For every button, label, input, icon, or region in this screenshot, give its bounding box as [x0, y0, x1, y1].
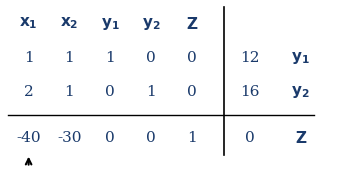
Text: 0: 0 — [105, 85, 115, 99]
Text: $\mathbf{y_2}$: $\mathbf{y_2}$ — [292, 84, 310, 100]
Text: 0: 0 — [105, 131, 115, 145]
Text: $\mathbf{x_2}$: $\mathbf{x_2}$ — [60, 16, 79, 31]
Text: 1: 1 — [24, 51, 34, 65]
Text: 1: 1 — [187, 131, 197, 145]
Text: 1: 1 — [64, 85, 74, 99]
Text: -30: -30 — [57, 131, 82, 145]
Text: 1: 1 — [146, 85, 156, 99]
Text: -40: -40 — [16, 131, 41, 145]
Text: $\mathbf{Z}$: $\mathbf{Z}$ — [295, 130, 307, 146]
Text: 1: 1 — [64, 51, 74, 65]
Text: 0: 0 — [187, 51, 197, 65]
Text: 16: 16 — [240, 85, 260, 99]
Text: 0: 0 — [187, 85, 197, 99]
Text: 0: 0 — [245, 131, 255, 145]
Text: 2: 2 — [24, 85, 34, 99]
Text: 0: 0 — [146, 131, 156, 145]
Text: $\mathbf{y_2}$: $\mathbf{y_2}$ — [142, 16, 161, 32]
Text: $\mathbf{y_1}$: $\mathbf{y_1}$ — [101, 16, 120, 32]
Text: 12: 12 — [240, 51, 260, 65]
Text: 0: 0 — [146, 51, 156, 65]
Text: 1: 1 — [105, 51, 115, 65]
Text: $\mathbf{y_1}$: $\mathbf{y_1}$ — [292, 50, 310, 66]
Text: $\mathbf{Z}$: $\mathbf{Z}$ — [186, 16, 198, 32]
Text: $\mathbf{x_1}$: $\mathbf{x_1}$ — [19, 16, 38, 31]
